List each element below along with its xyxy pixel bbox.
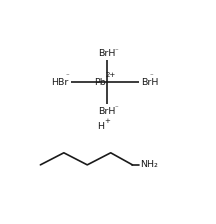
- Text: NH₂: NH₂: [140, 160, 158, 169]
- Text: BrH: BrH: [141, 78, 158, 86]
- Text: HBr: HBr: [51, 78, 69, 86]
- Text: ⁻: ⁻: [114, 106, 118, 112]
- Text: H: H: [97, 123, 104, 131]
- Text: BrH: BrH: [98, 49, 115, 58]
- Text: ⁻: ⁻: [150, 73, 153, 79]
- Text: ⁻: ⁻: [114, 48, 118, 54]
- Text: BrH: BrH: [98, 107, 115, 116]
- Text: ⁻: ⁻: [66, 73, 70, 79]
- Text: Pb: Pb: [94, 78, 106, 86]
- Text: 2+: 2+: [106, 72, 116, 78]
- Text: +: +: [104, 118, 110, 124]
